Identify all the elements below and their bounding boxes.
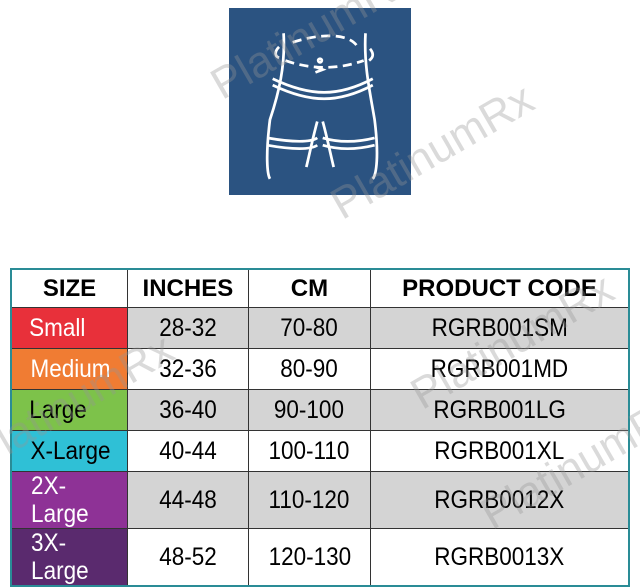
size-cell: 3X-Large [11, 528, 128, 586]
inches-cell-text: 48-52 [159, 543, 217, 571]
size-cell-text: 2X-Large [31, 472, 89, 528]
size-cell: Small [11, 307, 128, 349]
header-product-code: PRODUCT CODE [370, 269, 629, 308]
table-row: Medium 32-36 80-90 RGRB001MD [11, 348, 629, 390]
cm-cell: 90-100 [247, 389, 372, 431]
table-row: Large 36-40 90-100 RGRB001LG [11, 389, 629, 431]
header-cm: CM [247, 269, 372, 308]
inches-cell-text: 40-44 [159, 437, 217, 465]
inches-cell: 28-32 [127, 307, 249, 349]
product-code-cell-text: RGRB001SM [431, 314, 568, 342]
size-cell: Large [11, 389, 128, 431]
inches-cell: 44-48 [127, 471, 249, 529]
inches-cell-text: 36-40 [159, 396, 217, 424]
size-cell: X-Large [11, 430, 128, 472]
cm-cell-text: 90-100 [274, 396, 345, 424]
size-cell: Medium [11, 348, 128, 390]
cm-cell-text: 110-120 [268, 486, 350, 514]
product-code-cell: RGRB0013X [370, 528, 629, 586]
product-code-cell: RGRB001LG [370, 389, 629, 431]
product-code-cell-text: RGRB001LG [433, 396, 566, 424]
cm-cell-text: 120-130 [268, 543, 351, 571]
size-cell-text: 3X-Large [31, 529, 89, 585]
table-row: 2X-Large 44-48 110-120 RGRB0012X [11, 471, 629, 529]
cm-cell-text: 80-90 [280, 355, 339, 383]
table-row: X-Large 40-44 100-110 RGRB001XL [11, 430, 629, 472]
inches-cell-text: 32-36 [159, 355, 217, 383]
product-code-cell: RGRB001XL [370, 430, 629, 472]
product-code-cell-text: RGRB0012X [434, 486, 565, 514]
header-inches: INCHES [127, 269, 249, 308]
inches-cell-text: 44-48 [159, 486, 217, 514]
waist-measurement-figure-icon [229, 8, 411, 195]
header-row: SIZE INCHES CM PRODUCT CODE [11, 269, 629, 308]
cm-cell: 100-110 [247, 430, 372, 472]
cm-cell: 70-80 [247, 307, 372, 349]
table-row: 3X-Large 48-52 120-130 RGRB0013X [11, 528, 629, 586]
size-cell-text: Large [29, 396, 87, 424]
product-code-cell-text: RGRB001MD [430, 355, 569, 383]
inches-cell: 48-52 [127, 528, 249, 586]
product-code-cell: RGRB001SM [370, 307, 629, 349]
header-size: SIZE [11, 269, 128, 308]
cm-cell-text: 70-80 [280, 314, 339, 342]
product-code-cell-text: RGRB0013X [434, 543, 565, 571]
size-cell: 2X-Large [11, 471, 128, 529]
table-row: Small 28-32 70-80 RGRB001SM [11, 307, 629, 349]
size-table: SIZE INCHES CM PRODUCT CODE Small 28-32 70… [10, 268, 630, 587]
inches-cell: 40-44 [127, 430, 249, 472]
cm-cell: 120-130 [247, 528, 372, 586]
size-cell-text: Medium [30, 355, 111, 383]
cm-cell: 80-90 [247, 348, 372, 390]
cm-cell-text: 100-110 [268, 437, 350, 465]
inches-cell-text: 28-32 [159, 314, 217, 342]
product-code-cell: RGRB001MD [370, 348, 629, 390]
product-code-cell-text: RGRB001XL [434, 437, 565, 465]
cm-cell: 110-120 [247, 471, 372, 529]
inches-cell: 36-40 [127, 389, 249, 431]
product-code-cell: RGRB0012X [370, 471, 629, 529]
size-cell-text: X-Large [30, 437, 111, 465]
size-cell-text: Small [29, 314, 86, 342]
inches-cell: 32-36 [127, 348, 249, 390]
